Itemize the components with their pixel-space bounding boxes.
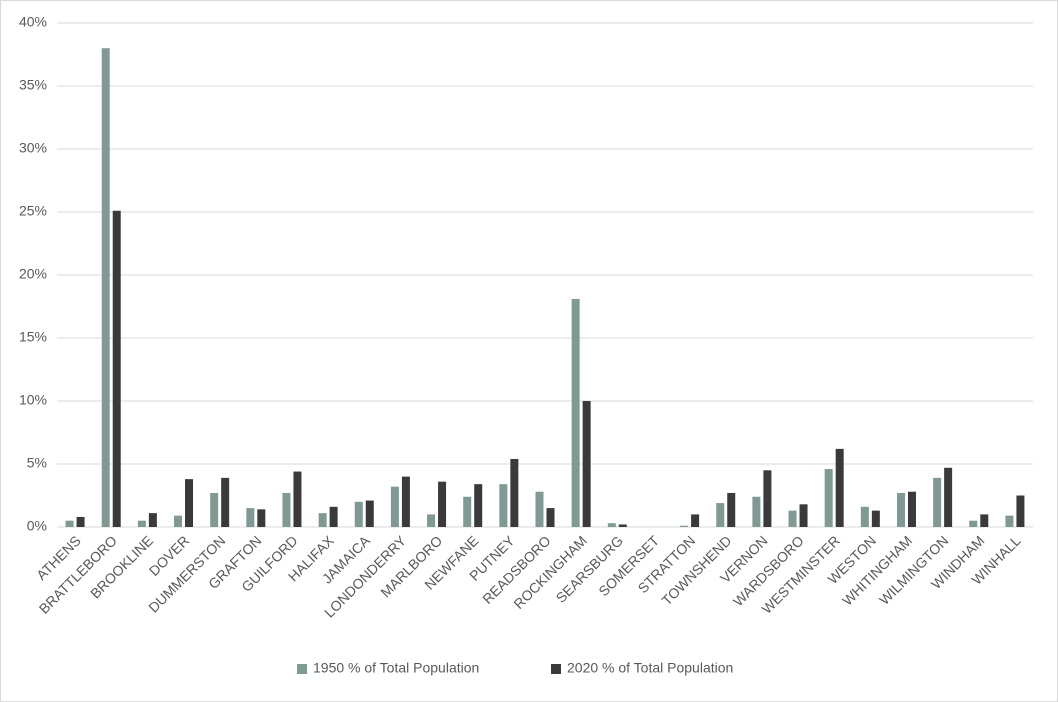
bar xyxy=(354,501,363,527)
bar xyxy=(112,210,121,528)
bar xyxy=(1016,495,1025,527)
y-tick-label: 0% xyxy=(27,518,47,534)
y-tick-label: 25% xyxy=(19,203,47,219)
bar xyxy=(763,470,772,527)
y-tick-label: 5% xyxy=(27,455,47,471)
legend-label: 2020 % of Total Population xyxy=(567,660,733,676)
bar xyxy=(691,514,700,527)
bar xyxy=(499,484,508,527)
bar xyxy=(618,524,627,527)
bar xyxy=(582,401,591,527)
legend-swatch xyxy=(297,664,307,674)
bar xyxy=(546,508,555,527)
bar xyxy=(1005,515,1014,527)
bar xyxy=(65,520,74,527)
bar xyxy=(933,477,942,527)
bar xyxy=(944,467,953,527)
bar xyxy=(871,510,880,527)
bar xyxy=(980,514,989,527)
bar xyxy=(174,515,183,527)
legend-swatch xyxy=(551,664,561,674)
y-tick-label: 40% xyxy=(19,14,47,30)
bar xyxy=(907,491,916,527)
bar xyxy=(571,298,580,527)
y-tick-label: 20% xyxy=(19,266,47,282)
bar xyxy=(860,506,869,527)
bar xyxy=(607,523,616,527)
y-tick-label: 35% xyxy=(19,77,47,93)
bar xyxy=(401,476,410,527)
bar xyxy=(427,514,436,527)
legend-label: 1950 % of Total Population xyxy=(313,660,479,676)
bar xyxy=(101,48,110,527)
bar xyxy=(680,525,689,527)
bar xyxy=(474,484,483,527)
bar xyxy=(788,510,797,527)
bar xyxy=(727,492,736,527)
y-tick-label: 30% xyxy=(19,140,47,156)
bar xyxy=(246,508,255,527)
bar xyxy=(969,520,978,527)
bar xyxy=(896,492,905,527)
y-tick-label: 15% xyxy=(19,329,47,345)
bar xyxy=(438,481,447,527)
bar xyxy=(293,471,302,527)
y-tick-label: 10% xyxy=(19,392,47,408)
bar xyxy=(365,500,374,527)
bar xyxy=(257,509,266,527)
bar xyxy=(535,491,544,527)
bar xyxy=(148,513,157,527)
bar xyxy=(824,469,833,527)
bar xyxy=(221,477,230,527)
bar xyxy=(752,496,761,527)
bar xyxy=(510,458,519,527)
bar xyxy=(799,504,808,527)
bar xyxy=(210,492,219,527)
bar xyxy=(282,492,291,527)
bar xyxy=(716,503,725,527)
bar xyxy=(318,513,327,527)
bar xyxy=(463,496,472,527)
bar xyxy=(137,520,146,527)
bar xyxy=(390,486,399,527)
bar xyxy=(329,506,338,527)
bar xyxy=(76,516,85,527)
bar xyxy=(835,448,844,527)
bar xyxy=(185,479,194,527)
